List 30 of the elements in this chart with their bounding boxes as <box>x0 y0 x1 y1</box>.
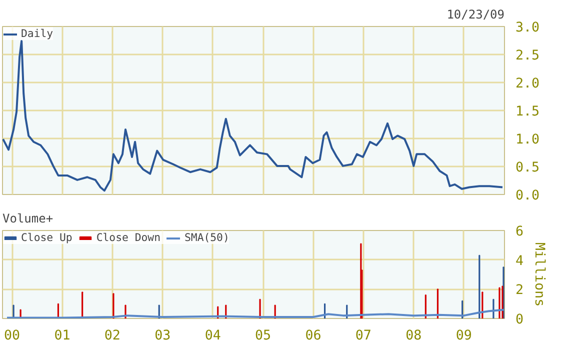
legend-label: Close Down <box>96 231 160 244</box>
x-tick-label: 03 <box>154 328 171 344</box>
y-tick-label: 0.0 <box>516 188 540 204</box>
x-tick-label: 06 <box>305 328 322 344</box>
x-tick-label: 04 <box>204 328 221 344</box>
x-tick-label: 07 <box>355 328 372 344</box>
legend-label: SMA(50) <box>184 231 230 244</box>
legend-label: Daily <box>21 27 54 40</box>
x-tick-label: 08 <box>406 328 422 344</box>
x-tick-label: 02 <box>104 328 120 344</box>
x-tick-label: 01 <box>54 328 70 344</box>
y-tick-label: 4 <box>516 254 524 269</box>
y-tick-label: 0 <box>516 312 524 328</box>
y-tick-label: 2 <box>516 283 524 298</box>
y-tick-label: 0.5 <box>516 160 540 176</box>
x-tick-label: 00 <box>4 328 20 344</box>
line-series <box>6 308 504 318</box>
legend-title: Volume+ <box>2 212 54 226</box>
line-series <box>2 40 504 192</box>
y-axis-title: Millions <box>532 242 547 307</box>
x-tick-label: 09 <box>456 328 472 344</box>
legend-label: Close Up <box>21 231 72 244</box>
y-tick-label: 2.5 <box>516 48 540 64</box>
text: 10/23/09 <box>446 8 504 22</box>
x-tick-label: 05 <box>255 328 272 344</box>
y-tick-label: 6 <box>516 224 524 240</box>
y-tick-label: 1.5 <box>516 104 540 120</box>
y-tick-label: 1.0 <box>516 132 540 148</box>
y-tick-label: 3.0 <box>516 20 540 36</box>
y-tick-label: 2.0 <box>516 76 540 92</box>
